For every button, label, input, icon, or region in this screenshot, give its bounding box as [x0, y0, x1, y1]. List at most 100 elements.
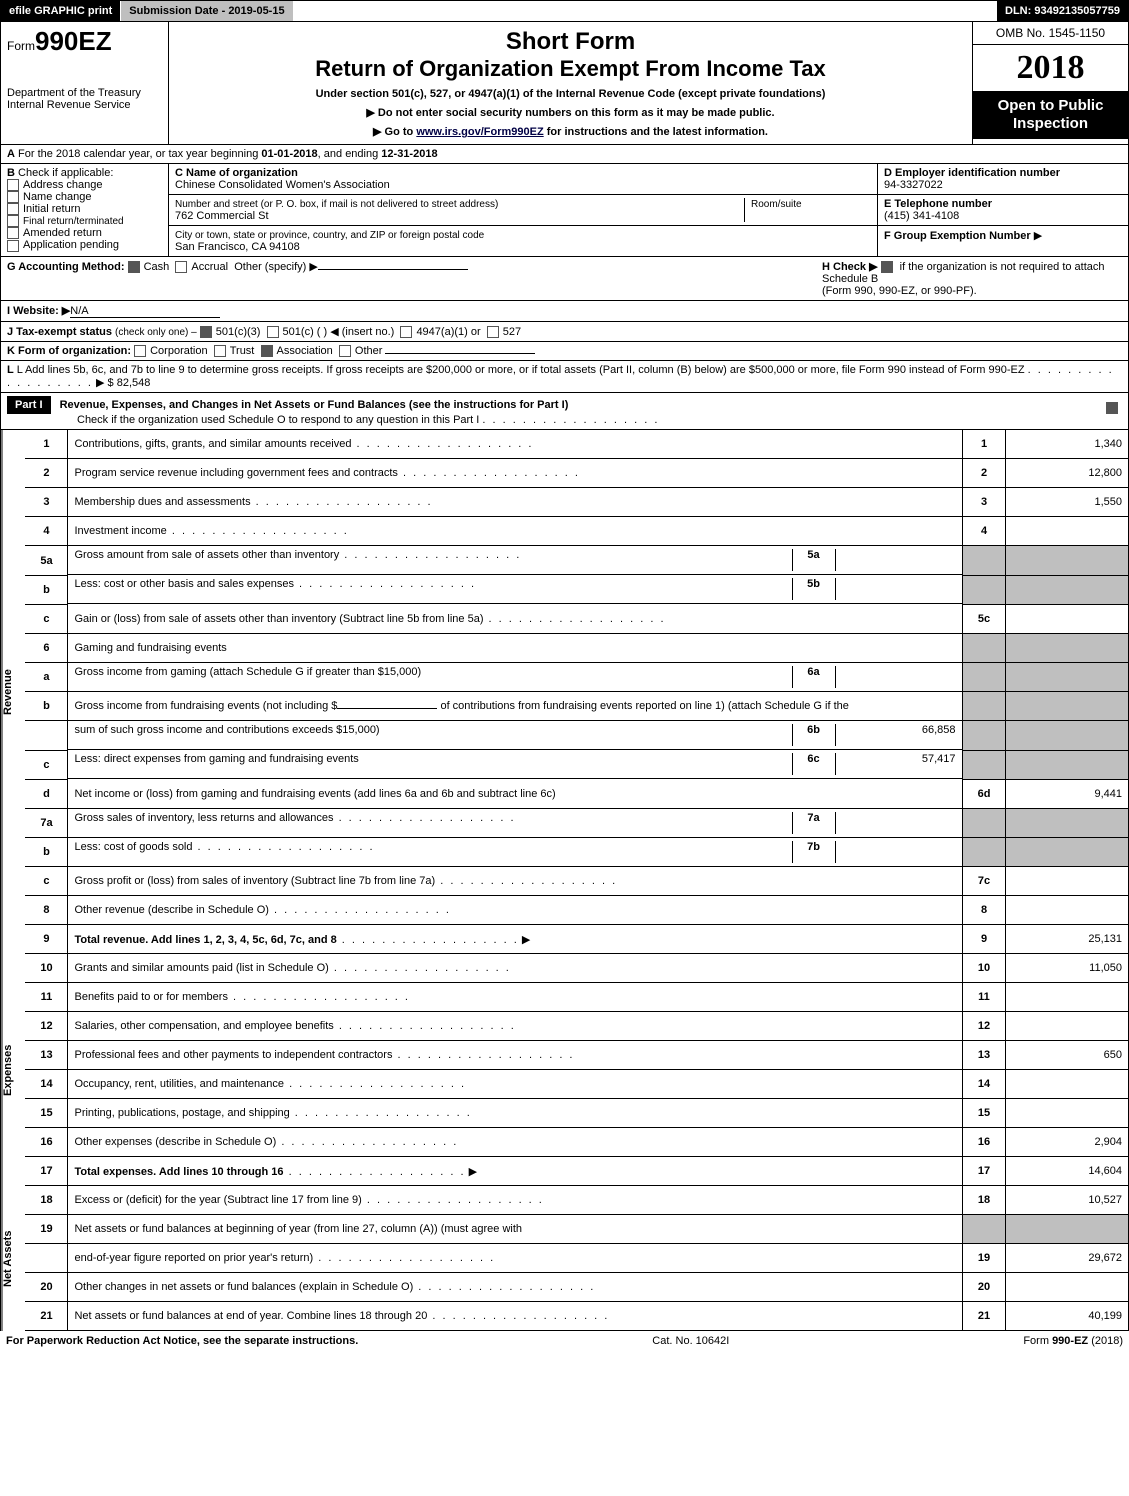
- line-15: 15Printing, publications, postage, and s…: [25, 1099, 1128, 1128]
- chk-schedule-b[interactable]: [881, 261, 893, 273]
- open-to-public: Open to Public Inspection: [973, 91, 1128, 139]
- line-16: 16Other expenses (describe in Schedule O…: [25, 1128, 1128, 1157]
- org-address: 762 Commercial St: [175, 210, 269, 222]
- arrow-icon: ▶: [1034, 230, 1042, 242]
- org-name: Chinese Consolidated Women's Association: [175, 179, 390, 191]
- net-assets-label: Net Assets: [1, 1186, 25, 1331]
- chk-final-return[interactable]: [7, 215, 19, 227]
- line-5a: 5aGross amount from sale of assets other…: [25, 546, 1128, 576]
- dln-label: DLN: 93492135057759: [997, 1, 1128, 21]
- chk-trust[interactable]: [214, 345, 226, 357]
- chk-4947[interactable]: [400, 326, 412, 338]
- form-header: Form990EZ Department of the Treasury Int…: [0, 22, 1129, 145]
- line-j: J Tax-exempt status (check only one) – 5…: [0, 322, 1129, 342]
- chk-527[interactable]: [487, 326, 499, 338]
- line-19a: 19Net assets or fund balances at beginni…: [25, 1215, 1128, 1244]
- header-note-2: ▶ Go to www.irs.gov/Form990EZ for instru…: [175, 125, 966, 138]
- footer-right: Form 990-EZ (2018): [1023, 1335, 1123, 1347]
- expenses-section: Expenses 10Grants and similar amounts pa…: [0, 954, 1129, 1186]
- chk-amended-return[interactable]: [7, 227, 19, 239]
- line-1: 1Contributions, gifts, grants, and simil…: [25, 430, 1128, 459]
- expenses-label: Expenses: [1, 954, 25, 1186]
- box-c-label: C Name of organization: [175, 167, 298, 179]
- line-6c: cLess: direct expenses from gaming and f…: [25, 750, 1128, 779]
- entity-block: B Check if applicable: Address change Na…: [0, 164, 1129, 257]
- part-1-title: Revenue, Expenses, and Changes in Net As…: [60, 399, 569, 411]
- omb-number: OMB No. 1545-1150: [973, 22, 1128, 45]
- org-city: San Francisco, CA 94108: [175, 241, 300, 253]
- chk-501c3[interactable]: [200, 326, 212, 338]
- chk-address-change[interactable]: [7, 179, 19, 191]
- line-7c: cGross profit or (loss) from sales of in…: [25, 867, 1128, 896]
- room-label: Room/suite: [751, 199, 802, 210]
- irs-label: Internal Revenue Service: [7, 99, 162, 111]
- net-assets-table: 18Excess or (deficit) for the year (Subt…: [25, 1186, 1129, 1331]
- chk-assoc[interactable]: [261, 345, 273, 357]
- revenue-table: 1Contributions, gifts, grants, and simil…: [25, 430, 1129, 954]
- chk-initial-return[interactable]: [7, 203, 19, 215]
- irs-link[interactable]: www.irs.gov/Form990EZ: [416, 126, 543, 138]
- line-6d: dNet income or (loss) from gaming and fu…: [25, 779, 1128, 808]
- line-6a: aGross income from gaming (attach Schedu…: [25, 662, 1128, 692]
- efile-print-button[interactable]: efile GRAPHIC print: [1, 1, 121, 21]
- line-12: 12Salaries, other compensation, and empl…: [25, 1012, 1128, 1041]
- gross-receipts-amount: ▶ $ 82,548: [96, 377, 150, 389]
- header-note-1: ▶ Do not enter social security numbers o…: [175, 106, 966, 119]
- addr-label: Number and street (or P. O. box, if mail…: [175, 199, 498, 210]
- line-6b-2: sum of such gross income and contributio…: [25, 721, 1128, 751]
- net-assets-section: Net Assets 18Excess or (deficit) for the…: [0, 1186, 1129, 1331]
- line-7b: bLess: cost of goods sold7b: [25, 838, 1128, 867]
- footer-mid: Cat. No. 10642I: [652, 1335, 729, 1347]
- line-l: L L Add lines 5b, 6c, and 7b to line 9 t…: [0, 361, 1129, 393]
- line-a: A For the 2018 calendar year, or tax yea…: [0, 145, 1129, 164]
- dept-label: Department of the Treasury: [7, 87, 162, 99]
- line-18: 18Excess or (deficit) for the year (Subt…: [25, 1186, 1128, 1215]
- line-6: 6Gaming and fundraising events: [25, 633, 1128, 662]
- line-10: 10Grants and similar amounts paid (list …: [25, 954, 1128, 983]
- box-c: C Name of organization Chinese Consolida…: [169, 164, 878, 256]
- line-6b-1: bGross income from fundraising events (n…: [25, 692, 1128, 721]
- footer-left: For Paperwork Reduction Act Notice, see …: [6, 1335, 358, 1347]
- chk-accrual[interactable]: [175, 261, 187, 273]
- line-5b: bLess: cost or other basis and sales exp…: [25, 575, 1128, 604]
- tax-year: 2018: [973, 45, 1128, 91]
- top-bar: efile GRAPHIC print Submission Date - 20…: [0, 0, 1129, 22]
- line-g-h: G Accounting Method: Cash Accrual Other …: [0, 257, 1129, 301]
- chk-name-change[interactable]: [7, 191, 19, 203]
- return-title: Return of Organization Exempt From Incom…: [175, 56, 966, 82]
- revenue-section: Revenue 1Contributions, gifts, grants, a…: [0, 430, 1129, 954]
- city-label: City or town, state or province, country…: [175, 230, 484, 241]
- line-2: 2Program service revenue including gover…: [25, 459, 1128, 488]
- form-number: Form990EZ: [7, 26, 162, 57]
- short-form-title: Short Form: [175, 28, 966, 56]
- part-1-check-note: Check if the organization used Schedule …: [77, 414, 479, 426]
- part-1-label: Part I: [7, 396, 51, 414]
- line-19b: end-of-year figure reported on prior yea…: [25, 1244, 1128, 1273]
- part-1-header: Part I Revenue, Expenses, and Changes in…: [0, 393, 1129, 430]
- line-k: K Form of organization: Corporation Trus…: [0, 342, 1129, 361]
- line-4: 4Investment income4: [25, 517, 1128, 546]
- chk-schedule-o[interactable]: [1106, 402, 1118, 414]
- line-11: 11Benefits paid to or for members11: [25, 983, 1128, 1012]
- phone-value: (415) 341-4108: [884, 210, 959, 222]
- chk-application-pending[interactable]: [7, 240, 19, 252]
- chk-cash[interactable]: [128, 261, 140, 273]
- chk-501c[interactable]: [267, 326, 279, 338]
- line-13: 13Professional fees and other payments t…: [25, 1041, 1128, 1070]
- chk-corp[interactable]: [134, 345, 146, 357]
- line-3: 3Membership dues and assessments31,550: [25, 488, 1128, 517]
- box-e-label: E Telephone number: [884, 198, 992, 210]
- header-subtitle: Under section 501(c), 527, or 4947(a)(1)…: [175, 88, 966, 100]
- line-17: 17Total expenses. Add lines 10 through 1…: [25, 1157, 1128, 1186]
- line-8: 8Other revenue (describe in Schedule O)8: [25, 896, 1128, 925]
- line-i: I Website: ▶N/A: [0, 301, 1129, 322]
- box-f-label: F Group Exemption Number: [884, 230, 1031, 242]
- line-9: 9Total revenue. Add lines 1, 2, 3, 4, 5c…: [25, 925, 1128, 954]
- line-5c: cGain or (loss) from sale of assets othe…: [25, 604, 1128, 633]
- page-footer: For Paperwork Reduction Act Notice, see …: [0, 1331, 1129, 1351]
- box-b: B Check if applicable: Address change Na…: [1, 164, 169, 256]
- expenses-table: 10Grants and similar amounts paid (list …: [25, 954, 1129, 1186]
- revenue-label: Revenue: [1, 430, 25, 954]
- line-14: 14Occupancy, rent, utilities, and mainte…: [25, 1070, 1128, 1099]
- chk-other-org[interactable]: [339, 345, 351, 357]
